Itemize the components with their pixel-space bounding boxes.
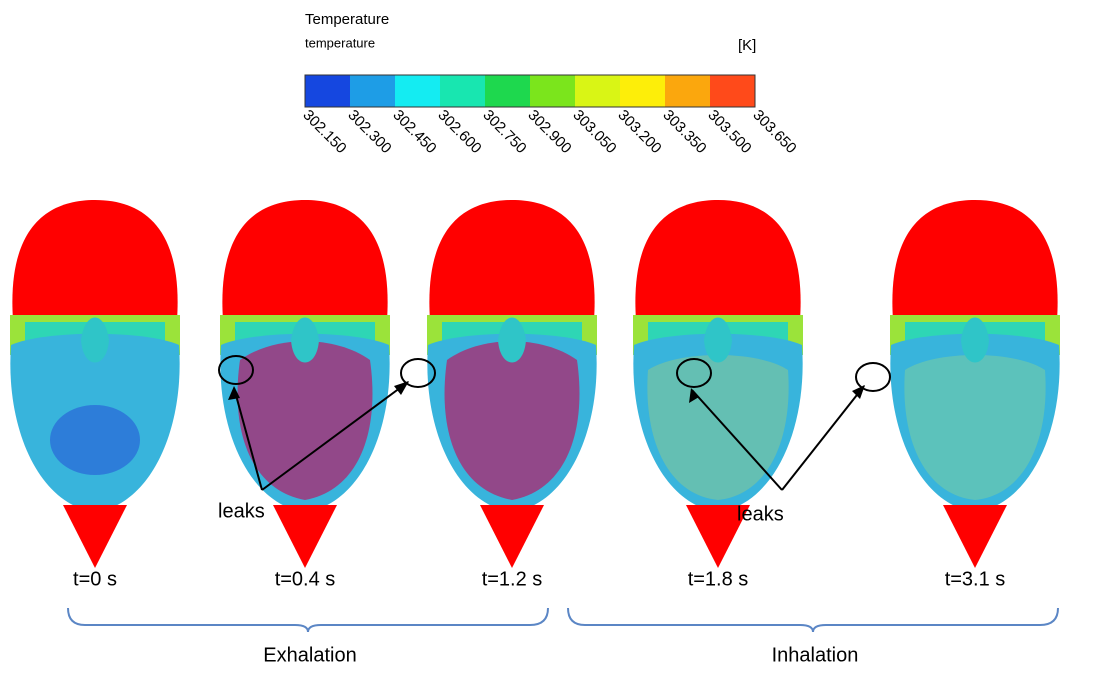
colorbar-segment bbox=[530, 75, 575, 107]
time-label: t=1.2 s bbox=[482, 568, 543, 590]
leak-circle bbox=[676, 358, 712, 388]
leak-markers bbox=[218, 355, 891, 491]
phase-label: Exhalation bbox=[263, 644, 356, 666]
leak-circle bbox=[400, 358, 436, 388]
chin bbox=[273, 505, 337, 568]
colorbar-tick-label: 303.050 bbox=[569, 107, 619, 157]
overlay bbox=[444, 341, 580, 500]
colorbar-segment bbox=[665, 75, 710, 107]
colorbar-tick-label: 302.600 bbox=[434, 107, 484, 157]
colorbar-tick-label: 303.350 bbox=[659, 107, 709, 157]
colorbar-tick-label: 302.750 bbox=[479, 107, 529, 157]
colorbar-tick-label: 303.650 bbox=[749, 107, 799, 157]
arrow bbox=[233, 387, 263, 491]
annotation: leaks bbox=[737, 503, 784, 525]
time-label: t=1.8 s bbox=[688, 568, 749, 590]
head-top bbox=[892, 200, 1058, 320]
colorbar-segment bbox=[395, 75, 440, 107]
nose bbox=[961, 317, 989, 363]
nose bbox=[81, 317, 109, 363]
colorbar-segment bbox=[305, 75, 350, 107]
nose bbox=[704, 317, 732, 363]
overlay bbox=[904, 355, 1046, 500]
head bbox=[633, 200, 803, 568]
nose bbox=[498, 317, 526, 363]
chin bbox=[943, 505, 1007, 568]
heads bbox=[10, 200, 1060, 568]
chin bbox=[480, 505, 544, 568]
legend-title: Temperature bbox=[305, 11, 389, 28]
overlay bbox=[50, 405, 140, 475]
legend-subtitle: temperature bbox=[305, 35, 375, 50]
head bbox=[427, 200, 597, 568]
arrowhead bbox=[852, 385, 865, 399]
leak-circle bbox=[218, 355, 254, 385]
head bbox=[10, 200, 180, 568]
arrow bbox=[781, 385, 865, 491]
head bbox=[890, 200, 1060, 568]
colorbar-segment bbox=[440, 75, 485, 107]
colorbar-tick-label: 303.500 bbox=[704, 107, 754, 157]
colorbar-segment bbox=[710, 75, 755, 107]
legend-unit: [K] bbox=[738, 37, 756, 54]
chin bbox=[686, 505, 750, 568]
colorbar-segment bbox=[575, 75, 620, 107]
leak-circle bbox=[855, 362, 891, 392]
arrowhead bbox=[228, 386, 240, 400]
time-label: t=3.1 s bbox=[945, 568, 1006, 590]
time-label: t=0 s bbox=[73, 568, 117, 590]
phase-label: Inhalation bbox=[772, 644, 859, 666]
head-top bbox=[429, 200, 595, 320]
overlay bbox=[237, 341, 373, 500]
arrow bbox=[691, 389, 783, 491]
colorbar-frame bbox=[304, 74, 756, 108]
colorbar-tick-label: 302.900 bbox=[524, 107, 574, 157]
head-top bbox=[12, 200, 178, 320]
arrow bbox=[261, 381, 409, 491]
chin bbox=[63, 505, 127, 568]
colorbar-tick-label: 302.150 bbox=[299, 107, 349, 157]
overlay bbox=[647, 355, 789, 500]
arrowheads bbox=[228, 381, 865, 403]
colorbar-tick-label: 303.200 bbox=[614, 107, 664, 157]
head-top bbox=[222, 200, 388, 320]
nose bbox=[291, 317, 319, 363]
annotation: leaks bbox=[218, 500, 265, 522]
colorbar-segment bbox=[620, 75, 665, 107]
colorbar-tick-label: 302.300 bbox=[344, 107, 394, 157]
time-label: t=0.4 s bbox=[275, 568, 336, 590]
head-top bbox=[635, 200, 801, 320]
brace bbox=[567, 607, 1059, 633]
arrowhead bbox=[394, 381, 409, 395]
arrowhead bbox=[689, 388, 699, 403]
colorbar-segment bbox=[485, 75, 530, 107]
head bbox=[220, 200, 390, 568]
colorbar-tick-label: 302.450 bbox=[389, 107, 439, 157]
colorbar-segment bbox=[350, 75, 395, 107]
brace bbox=[67, 607, 549, 633]
